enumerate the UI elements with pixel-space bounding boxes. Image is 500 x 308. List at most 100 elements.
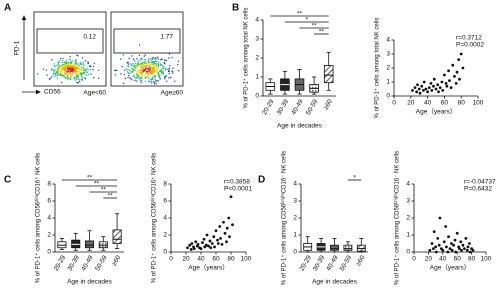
x-tick-label: 0	[412, 256, 416, 263]
event-dot	[87, 62, 89, 64]
event-dot	[127, 63, 130, 65]
event-dot	[156, 68, 159, 70]
event-dot	[157, 80, 159, 82]
event-dot	[135, 76, 138, 79]
point	[209, 246, 213, 250]
event-dot	[133, 60, 136, 62]
point	[223, 231, 227, 235]
event-dot	[164, 59, 166, 62]
event-dot	[68, 64, 70, 67]
point	[438, 216, 442, 220]
event-dot	[81, 57, 84, 59]
x-tick-label: 50-59	[305, 98, 320, 116]
event-dot	[52, 68, 54, 70]
event-dot	[69, 58, 71, 60]
event-dot	[64, 70, 66, 72]
box	[323, 65, 334, 84]
point	[447, 69, 450, 73]
event-dot	[56, 68, 59, 70]
point	[220, 242, 224, 246]
plot-name: Age<60	[83, 90, 106, 97]
event-dot	[163, 61, 165, 64]
point	[192, 247, 196, 251]
event-dot	[152, 78, 154, 81]
event-dot	[78, 70, 81, 72]
event-dot	[69, 67, 71, 69]
event-dot	[64, 77, 67, 79]
event-dot	[129, 63, 132, 65]
y-tick-label: 3	[255, 36, 259, 43]
x-tick-label: 60	[212, 256, 220, 263]
y-tick-label: 0	[293, 249, 297, 256]
point	[216, 242, 220, 245]
event-dot	[87, 73, 90, 76]
event-dot	[139, 64, 141, 66]
event-dot	[65, 67, 68, 69]
event-dot	[72, 60, 74, 62]
event-dot	[48, 78, 51, 81]
point	[201, 241, 204, 245]
event-dot	[169, 76, 172, 79]
event-dot	[149, 65, 151, 67]
event-dot	[56, 75, 59, 77]
event-dot	[144, 61, 147, 63]
y-axis-label: % of PD-1⁺ cells among CD56ᵇʳⁱᵍʰᵗCD16⁻ N…	[280, 151, 288, 285]
event-dot	[57, 63, 60, 65]
event-dot	[71, 66, 73, 68]
x-tick-label: ≥60	[111, 254, 123, 267]
event-dot	[142, 61, 144, 63]
event-dot	[80, 63, 82, 65]
event-dot	[145, 67, 148, 70]
event-dot	[164, 62, 166, 65]
box	[112, 229, 122, 244]
event-dot	[172, 72, 174, 74]
event-dot	[60, 68, 63, 71]
point	[426, 90, 429, 94]
point	[212, 235, 216, 239]
event-dot	[129, 77, 131, 80]
event-dot	[65, 63, 67, 65]
point	[444, 82, 448, 85]
event-dot	[139, 71, 142, 74]
x-tick-label: ≥60	[355, 254, 367, 267]
event-dot	[138, 77, 141, 79]
event-dot	[87, 69, 89, 71]
event-dot	[66, 75, 68, 78]
event-dot	[149, 72, 152, 75]
event-dot	[147, 67, 149, 69]
event-dot	[142, 73, 144, 76]
event-dot	[77, 82, 79, 84]
point	[413, 86, 417, 89]
event-dot	[73, 63, 76, 66]
y-tick-label: 4	[406, 181, 410, 188]
event-dot	[148, 58, 150, 60]
point	[455, 231, 459, 235]
y-tick-label: 1	[293, 232, 297, 239]
point	[208, 239, 212, 243]
event-dot	[139, 73, 141, 75]
x-tick-label: 80	[458, 100, 466, 107]
event-dot	[134, 79, 136, 82]
point	[422, 80, 426, 84]
y-tick-label: 0	[386, 93, 390, 100]
event-dot	[168, 70, 170, 73]
point	[428, 248, 432, 252]
y-tick-label: 3	[406, 198, 410, 205]
event-dot	[139, 79, 142, 81]
event-dot	[152, 77, 154, 79]
event-dot	[121, 65, 123, 68]
event-dot	[151, 57, 153, 59]
event-dot	[55, 71, 58, 74]
event-dot	[65, 64, 67, 66]
event-dot	[168, 77, 170, 79]
event-dot	[73, 71, 76, 73]
event-dot	[53, 63, 55, 65]
event-dot	[141, 67, 143, 69]
event-dot	[165, 67, 167, 69]
event-dot	[75, 59, 78, 61]
event-dot	[127, 76, 129, 79]
event-dot	[164, 77, 166, 80]
stat: r=0.3712	[456, 35, 482, 42]
event-dot	[131, 79, 133, 81]
event-dot	[154, 78, 156, 81]
